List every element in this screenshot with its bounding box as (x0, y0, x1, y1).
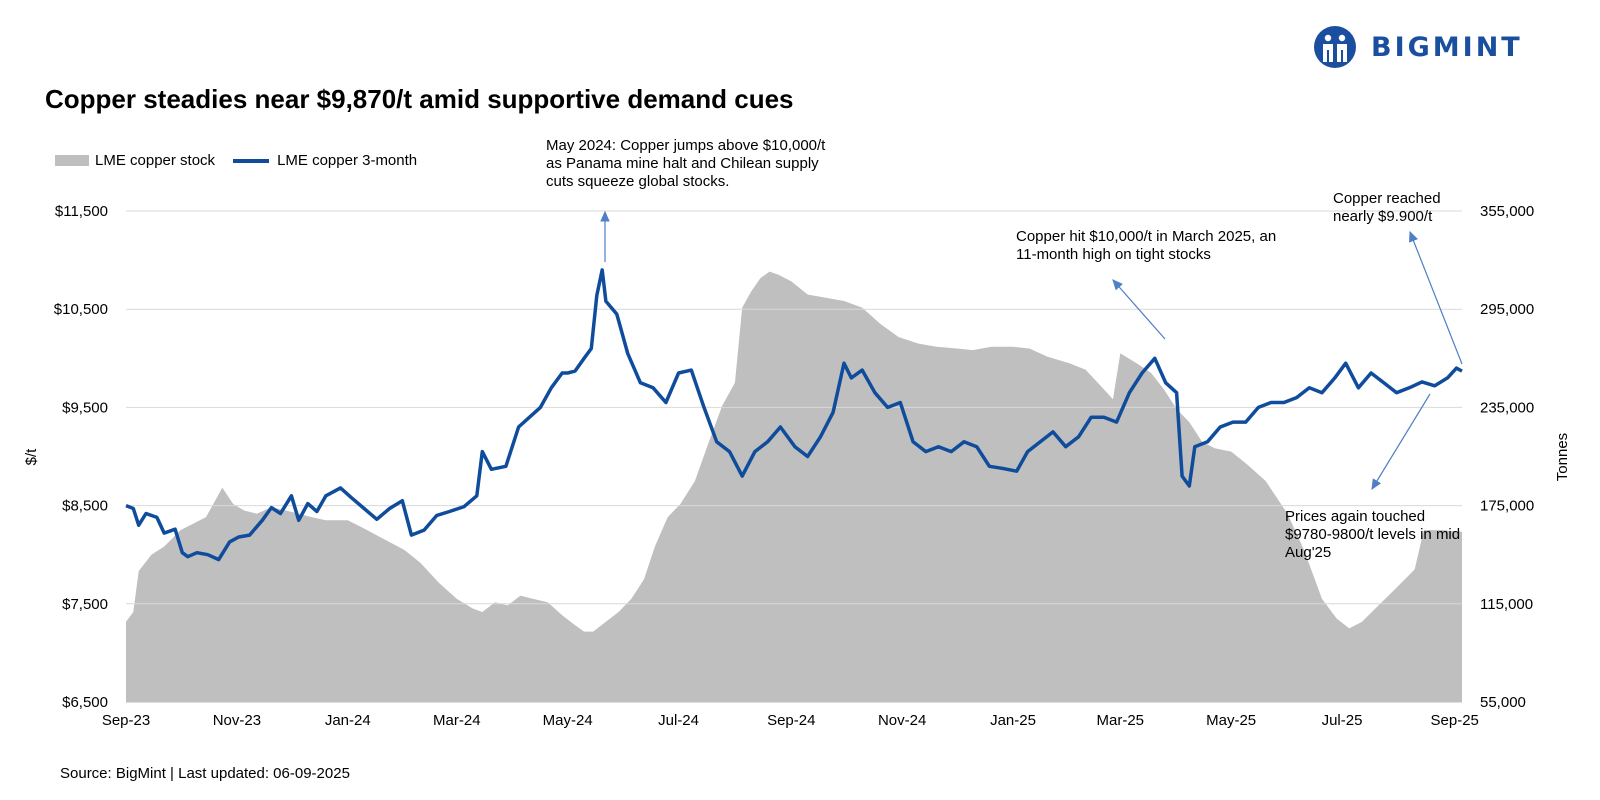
chart-legend: LME copper stock LME copper 3-month (55, 152, 417, 169)
annotation-march-2025: Copper hit $10,000/t in March 2025, an 1… (1016, 228, 1277, 263)
y-tick-label: $7,500 (62, 596, 108, 613)
annotation-arrow (1112, 279, 1166, 340)
x-tick-label: Sep-25 (1431, 712, 1479, 729)
source-note: Source: BigMint | Last updated: 06-09-20… (60, 765, 350, 782)
price-line-series (125, 268, 1463, 562)
y2-tick-label: 355,000 (1480, 203, 1534, 220)
logo-wordmark: BIGMINT (1371, 32, 1523, 63)
annotation-arrow (1409, 230, 1463, 365)
legend-label-stock: LME copper stock (95, 152, 216, 169)
chart-title: Copper steadies near $9,870/t amid suppo… (45, 84, 794, 114)
annotation-may-2024: May 2024: Copper jumps above $10,000/t a… (546, 137, 826, 190)
x-tick-label: Nov-24 (878, 712, 926, 729)
y-axis-title: $/t (23, 448, 40, 466)
stock-area-series (126, 271, 1462, 702)
y-tick-label: $10,500 (54, 301, 108, 318)
annotation-aug-2025: Prices again touched $9780-9800/t levels… (1285, 508, 1461, 561)
bigmint-logo (1314, 26, 1356, 68)
y2-tick-label: 175,000 (1480, 498, 1534, 515)
annotation-arrow (1371, 393, 1431, 491)
legend-label-price: LME copper 3-month (277, 152, 418, 169)
legend-swatch-price (233, 158, 270, 163)
y2-tick-label: 235,000 (1480, 399, 1534, 416)
x-tick-label: Mar-25 (1097, 712, 1145, 729)
x-tick-label: Nov-23 (213, 712, 261, 729)
x-tick-label: May-24 (543, 712, 593, 729)
annotation-sep-2025: Copper reached nearly $9.900/t (1333, 190, 1441, 225)
y-tick-label: $8,500 (62, 498, 108, 515)
x-tick-label: Sep-24 (767, 712, 815, 729)
x-tick-label: May-25 (1206, 712, 1256, 729)
x-tick-label: Jul-24 (658, 712, 699, 729)
x-tick-label: Jan-25 (990, 712, 1036, 729)
y-tick-label: $6,500 (62, 694, 108, 711)
x-tick-label: Jul-25 (1322, 712, 1363, 729)
y2-axis-title: Tonnes (1554, 433, 1571, 481)
y2-tick-label: 295,000 (1480, 301, 1534, 318)
y2-tick-label: 55,000 (1480, 694, 1526, 711)
x-tick-label: Mar-24 (433, 712, 481, 729)
y-tick-label: $11,500 (55, 203, 108, 220)
y2-tick-label: 115,000 (1480, 596, 1533, 613)
y-tick-label: $9,500 (62, 399, 108, 416)
legend-swatch-stock (55, 155, 89, 166)
x-tick-label: Sep-23 (102, 712, 150, 729)
x-tick-label: Jan-24 (325, 712, 371, 729)
